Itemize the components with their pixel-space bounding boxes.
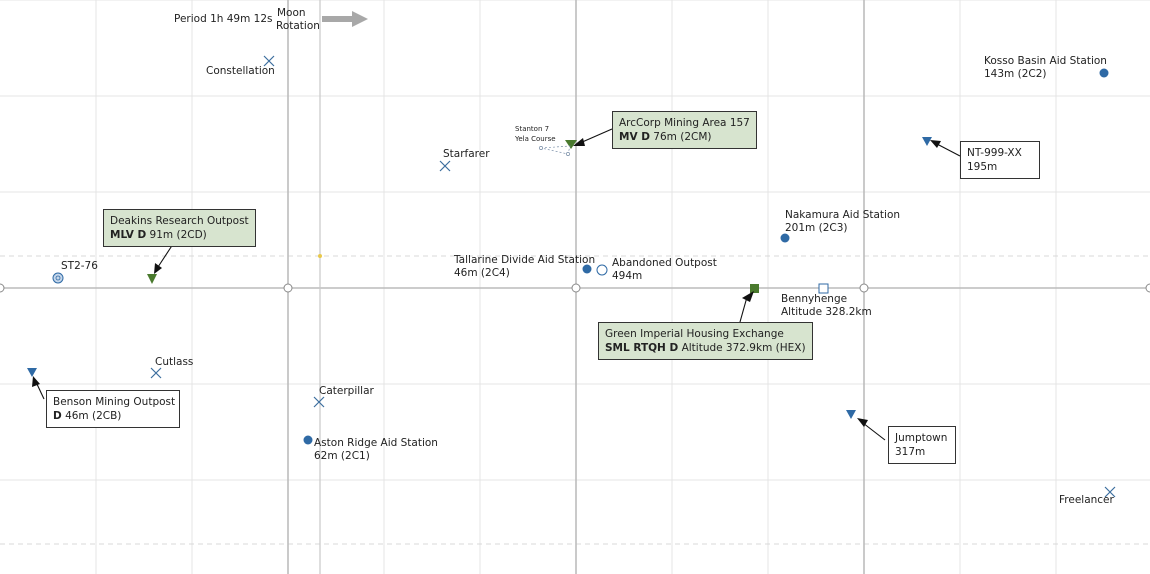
cutlass-marker (150, 367, 162, 379)
jumptown-callout[interactable]: Jumptown 317m (888, 426, 956, 464)
bennyhenge-name[interactable]: Bennyhenge (781, 293, 848, 305)
jumptown-marker (846, 410, 856, 419)
caterpillar-label[interactable]: Caterpillar (319, 385, 374, 397)
nt999-marker (922, 137, 932, 146)
st2-label[interactable]: ST2-76 (61, 260, 98, 272)
constellation-label[interactable]: Constellation (206, 65, 275, 77)
benson-callout[interactable]: Benson Mining Outpost D 46m (2CB) (46, 390, 180, 428)
deakins-marker (147, 274, 157, 284)
st2-marker[interactable] (52, 272, 64, 284)
deakins-code: MLV D (110, 229, 147, 241)
benson-name: Benson Mining Outpost (53, 396, 176, 408)
arccorp-marker (565, 140, 577, 149)
bennyhenge-marker[interactable] (818, 283, 829, 294)
arccorp-detail: 76m (2CM) (653, 131, 712, 143)
tallarine-name[interactable]: Tallarine Divide Aid Station (454, 254, 596, 266)
axis-nodes (0, 283, 1150, 293)
jumptown-detail: 317m (895, 446, 926, 458)
abandoned-name[interactable]: Abandoned Outpost (612, 257, 717, 269)
yela-course-path (540, 145, 571, 155)
triangle-markers[interactable] (27, 137, 932, 419)
cutlass-label[interactable]: Cutlass (155, 356, 194, 368)
deakins-callout[interactable]: Deakins Research Outpost MLV D 91m (2CD) (103, 209, 256, 247)
benson-code: D (53, 410, 62, 422)
abandoned-outpost-marker[interactable] (596, 264, 608, 276)
benson-detail: 46m (2CB) (65, 410, 122, 422)
rotation-arrow-icon (322, 11, 368, 27)
nt999-callout[interactable]: NT-999-XX 195m (960, 141, 1040, 179)
yela-course-nodes (539, 146, 570, 156)
rotation-period: Period 1h 49m 12s (174, 13, 273, 25)
green-imperial-name: Green Imperial Housing Exchange (605, 328, 784, 340)
aston-name[interactable]: Aston Ridge Aid Station (314, 437, 438, 449)
green-imperial-detail: Altitude 372.9km (HEX) (681, 342, 806, 354)
kosso-detail: 143m (2C2) (984, 68, 1047, 80)
deakins-name: Deakins Research Outpost (110, 215, 249, 227)
arccorp-code: MV D (619, 131, 650, 143)
freelancer-label[interactable]: Freelancer (1059, 494, 1114, 506)
caterpillar-marker (313, 396, 325, 408)
kosso-name[interactable]: Kosso Basin Aid Station (984, 55, 1107, 67)
aston-detail: 62m (2C1) (314, 450, 370, 462)
starfarer-marker (439, 160, 451, 172)
green-imperial-marker[interactable] (750, 284, 759, 293)
constellation-marker (263, 55, 275, 67)
nt999-name: NT-999-XX (967, 147, 1022, 159)
nakamura-detail: 201m (2C3) (785, 222, 848, 234)
tallarine-marker (582, 264, 592, 274)
kosso-marker (1099, 68, 1109, 78)
arccorp-name: ArcCorp Mining Area 157 (619, 117, 750, 129)
yellow-point-marker (318, 254, 322, 258)
nakamura-marker (780, 233, 790, 243)
nakamura-name[interactable]: Nakamura Aid Station (785, 209, 901, 221)
rotation-label-line1: Moon (277, 7, 306, 19)
abandoned-detail: 494m (612, 270, 643, 282)
green-imperial-code: SML RTQH D (605, 342, 679, 354)
stanton-label-line2: Yela Course (515, 135, 556, 143)
arccorp-callout[interactable]: ArcCorp Mining Area 157 MV D 76m (2CM) (612, 111, 757, 149)
blue-dot-markers[interactable] (303, 68, 1109, 445)
callout-leaders (32, 128, 961, 441)
bennyhenge-detail: Altitude 328.2km (781, 306, 872, 318)
benson-marker (27, 368, 37, 377)
rotation-label-line2: Rotation (276, 20, 320, 32)
starfarer-label[interactable]: Starfarer (443, 148, 490, 160)
stanton-label-line1: Stanton 7 (515, 125, 550, 133)
tallarine-detail: 46m (2C4) (454, 267, 510, 279)
aston-marker (303, 435, 313, 445)
green-imperial-callout[interactable]: Green Imperial Housing Exchange SML RTQH… (598, 322, 813, 360)
deakins-detail: 91m (2CD) (149, 229, 207, 241)
nt999-detail: 195m (967, 161, 998, 173)
dashed-guides (0, 255, 1150, 545)
x-markers[interactable] (150, 55, 1116, 498)
freelancer-marker (1104, 486, 1116, 498)
jumptown-name: Jumptown (895, 432, 948, 444)
